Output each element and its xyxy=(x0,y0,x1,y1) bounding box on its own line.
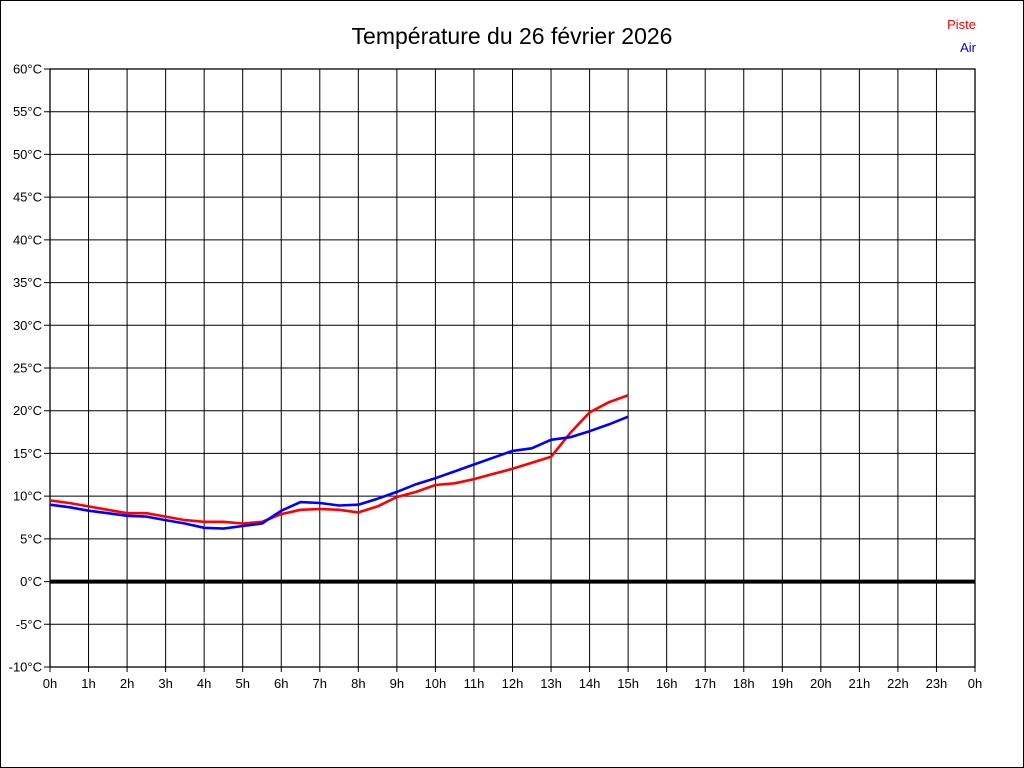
legend: Piste Air xyxy=(947,13,976,59)
y-tick-label: 35°C xyxy=(13,275,42,290)
x-tick-label: 16h xyxy=(656,676,678,691)
x-tick-label: 6h xyxy=(274,676,288,691)
x-tick-label: 13h xyxy=(540,676,562,691)
x-tick-label: 9h xyxy=(390,676,404,691)
x-tick-label: 18h xyxy=(733,676,755,691)
x-tick-label: 1h xyxy=(81,676,95,691)
y-tick-label: 25°C xyxy=(13,361,42,376)
chart-title: Température du 26 février 2026 xyxy=(351,23,673,49)
legend-item-piste: Piste xyxy=(947,17,976,32)
y-tick-label: 40°C xyxy=(13,232,42,247)
y-tick-label: 0°C xyxy=(20,574,42,589)
y-tick-label: 55°C xyxy=(13,104,42,119)
x-tick-label: 5h xyxy=(235,676,249,691)
y-tick-label: 50°C xyxy=(13,147,42,162)
x-tick-label: 20h xyxy=(810,676,832,691)
x-tick-label: 14h xyxy=(579,676,601,691)
x-tick-label: 4h xyxy=(197,676,211,691)
y-tick-label: 20°C xyxy=(13,403,42,418)
x-tick-label: 21h xyxy=(849,676,871,691)
x-tick-label: 8h xyxy=(351,676,365,691)
x-tick-label: 17h xyxy=(694,676,716,691)
x-tick-label: 12h xyxy=(502,676,524,691)
series-line-piste xyxy=(49,394,629,525)
x-tick-label: 23h xyxy=(926,676,948,691)
x-tick-label: 2h xyxy=(120,676,134,691)
x-tick-label: 15h xyxy=(617,676,639,691)
x-tick-label: 7h xyxy=(313,676,327,691)
legend-item-air: Air xyxy=(960,40,976,55)
y-tick-label: 60°C xyxy=(13,62,42,77)
y-tick-label: -5°C xyxy=(16,617,42,632)
y-tick-label: 5°C xyxy=(20,531,42,546)
series-line-air xyxy=(49,415,629,530)
y-tick-label: 45°C xyxy=(13,190,42,205)
x-tick-label: 22h xyxy=(887,676,909,691)
x-tick-label: 0h xyxy=(43,676,57,691)
y-tick-label: 10°C xyxy=(13,489,42,504)
x-tick-label: 19h xyxy=(771,676,793,691)
y-tick-label: -10°C xyxy=(9,660,42,675)
x-tick-label: 11h xyxy=(464,676,485,691)
y-tick-label: 15°C xyxy=(13,446,42,461)
x-tick-label: 10h xyxy=(425,676,447,691)
plot-frame xyxy=(49,68,976,668)
x-tick-label: 3h xyxy=(158,676,172,691)
y-tick-label: 30°C xyxy=(13,318,42,333)
x-tick-label: 0h xyxy=(968,676,982,691)
